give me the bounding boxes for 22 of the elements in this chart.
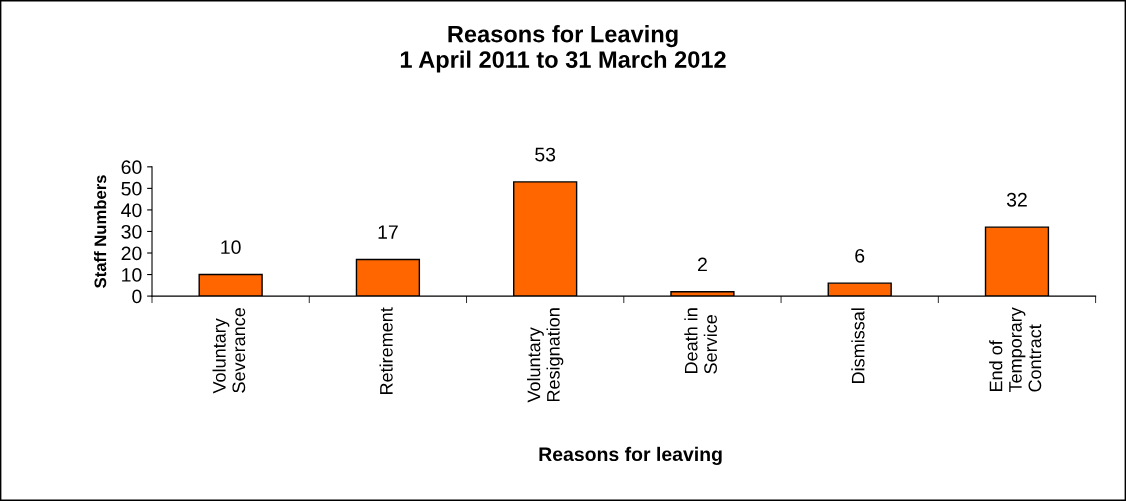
y-tick-label: 40 <box>121 203 142 218</box>
data-label: 10 <box>221 240 241 255</box>
chart-title: Reasons for Leaving 1 April 2011 to 31 March 2012 <box>400 25 726 73</box>
y-tick-label: 10 <box>122 268 142 282</box>
x-tick-label: Voluntary Severance <box>212 308 246 394</box>
y-tick-label: 30 <box>121 224 142 239</box>
data-label: 32 <box>1006 192 1027 207</box>
data-label: 2 <box>698 257 707 272</box>
y-axis-title: Staff Numbers <box>94 175 107 288</box>
data-label: 6 <box>855 248 865 263</box>
x-tick-label: Dismissal <box>851 308 865 383</box>
y-tick-label: 60 <box>121 160 142 175</box>
y-tick-label: 0 <box>132 289 142 304</box>
data-label: 17 <box>378 225 398 239</box>
x-tick-label: Death in Service <box>684 308 718 374</box>
data-label: 53 <box>535 147 556 162</box>
x-tick-label: Voluntary Resignation <box>527 308 564 403</box>
x-tick-label: Retirement <box>379 307 393 395</box>
x-tick-label: End of Temporary Contract <box>989 307 1042 393</box>
x-axis-title: Reasons for leaving <box>539 446 722 466</box>
y-tick-label: 50 <box>121 181 142 196</box>
y-tick-label: 20 <box>121 246 142 261</box>
